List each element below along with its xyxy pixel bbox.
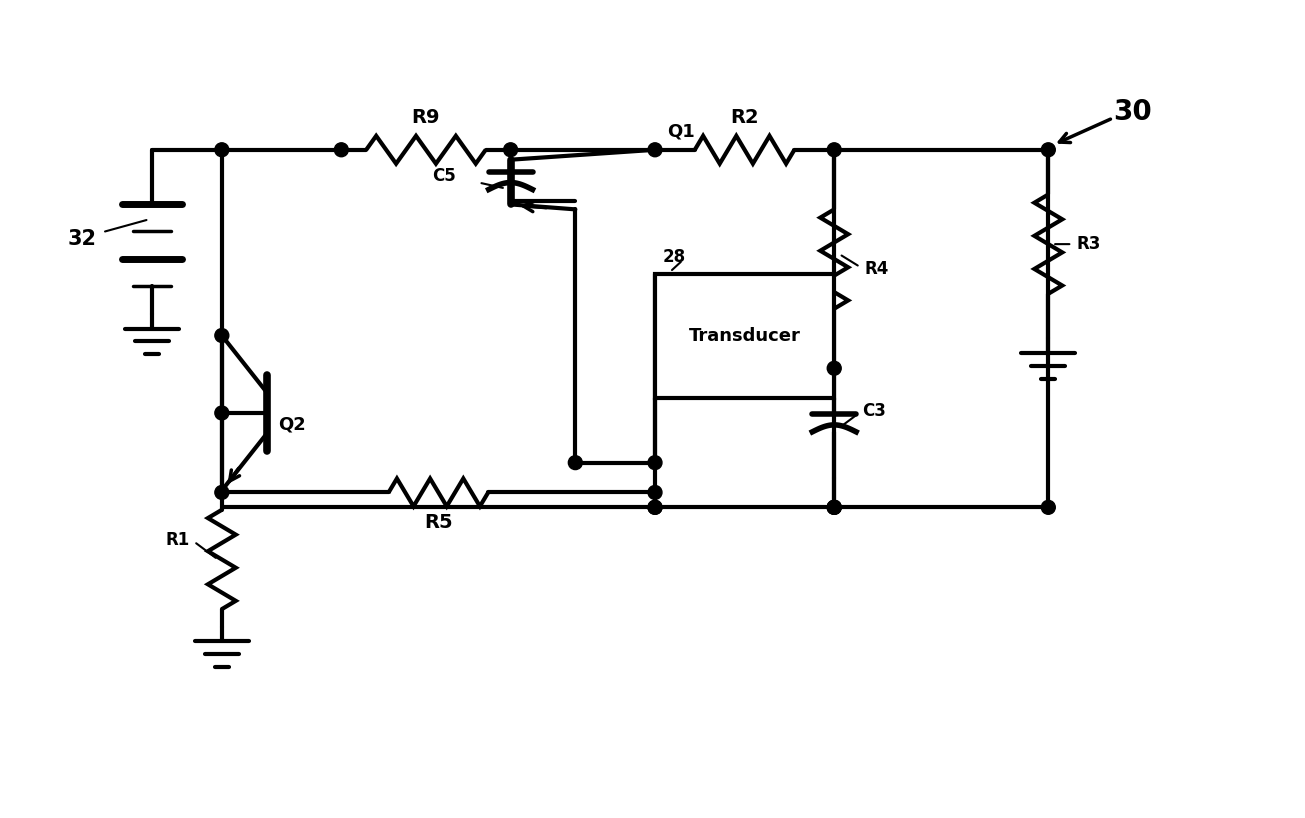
Text: Q2: Q2 xyxy=(278,416,307,434)
Circle shape xyxy=(649,501,662,515)
Text: R1: R1 xyxy=(166,531,191,549)
Text: R5: R5 xyxy=(424,513,453,532)
Text: 32: 32 xyxy=(68,229,97,249)
Circle shape xyxy=(827,501,842,515)
Text: R9: R9 xyxy=(411,109,440,128)
Circle shape xyxy=(649,485,662,499)
Circle shape xyxy=(334,143,348,157)
Circle shape xyxy=(215,406,228,420)
FancyBboxPatch shape xyxy=(655,274,834,398)
Text: 28: 28 xyxy=(663,248,686,266)
Circle shape xyxy=(215,329,228,343)
Text: R2: R2 xyxy=(731,109,760,128)
Circle shape xyxy=(827,143,842,157)
Text: 30: 30 xyxy=(1113,98,1152,126)
Circle shape xyxy=(504,143,518,157)
Circle shape xyxy=(215,143,228,157)
Text: R3: R3 xyxy=(1077,235,1100,253)
Circle shape xyxy=(1041,501,1056,515)
Circle shape xyxy=(1041,143,1056,157)
Text: R4: R4 xyxy=(864,260,889,278)
Circle shape xyxy=(649,501,662,515)
Text: Q1: Q1 xyxy=(667,123,694,141)
Circle shape xyxy=(569,456,582,470)
Circle shape xyxy=(215,485,228,499)
Text: C3: C3 xyxy=(863,402,886,420)
Text: C5: C5 xyxy=(432,167,455,185)
Circle shape xyxy=(827,501,842,515)
Circle shape xyxy=(827,362,842,375)
Text: Transducer: Transducer xyxy=(689,327,800,345)
Circle shape xyxy=(649,143,662,157)
Circle shape xyxy=(827,501,842,515)
Circle shape xyxy=(649,456,662,470)
